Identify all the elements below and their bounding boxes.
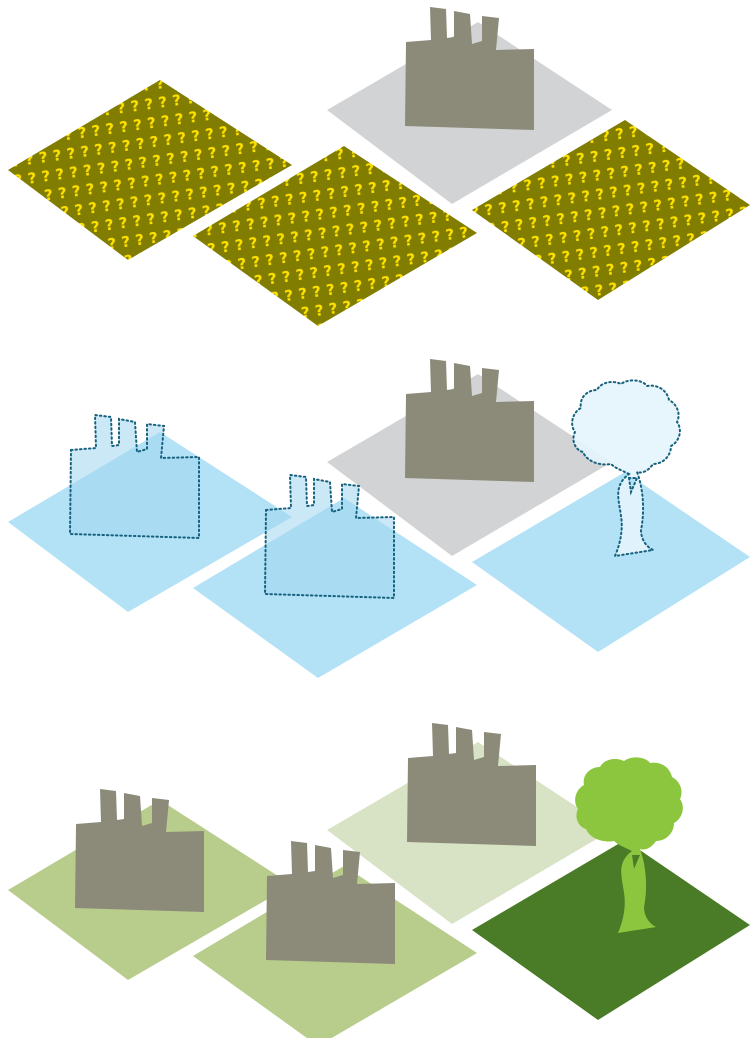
tile-unknown-left	[8, 80, 292, 260]
tree-icon	[571, 379, 681, 558]
tile-unknown-middle	[193, 146, 477, 326]
factory-icon	[405, 359, 534, 482]
factory-icon	[407, 723, 536, 846]
factory-icon	[266, 841, 395, 964]
tile-unknown-right	[472, 120, 750, 300]
factory-icon	[405, 7, 534, 130]
factory-icon	[68, 413, 200, 540]
tree-icon	[575, 757, 683, 933]
planning-state-panel	[8, 359, 750, 678]
unknown-state-panel	[8, 7, 750, 326]
tile-blue-right	[472, 472, 750, 652]
factory-icon	[263, 473, 395, 600]
factory-icon	[75, 789, 204, 912]
realized-state-panel	[8, 723, 750, 1038]
tile-dark-green-right	[472, 840, 750, 1020]
panels	[8, 7, 750, 1038]
